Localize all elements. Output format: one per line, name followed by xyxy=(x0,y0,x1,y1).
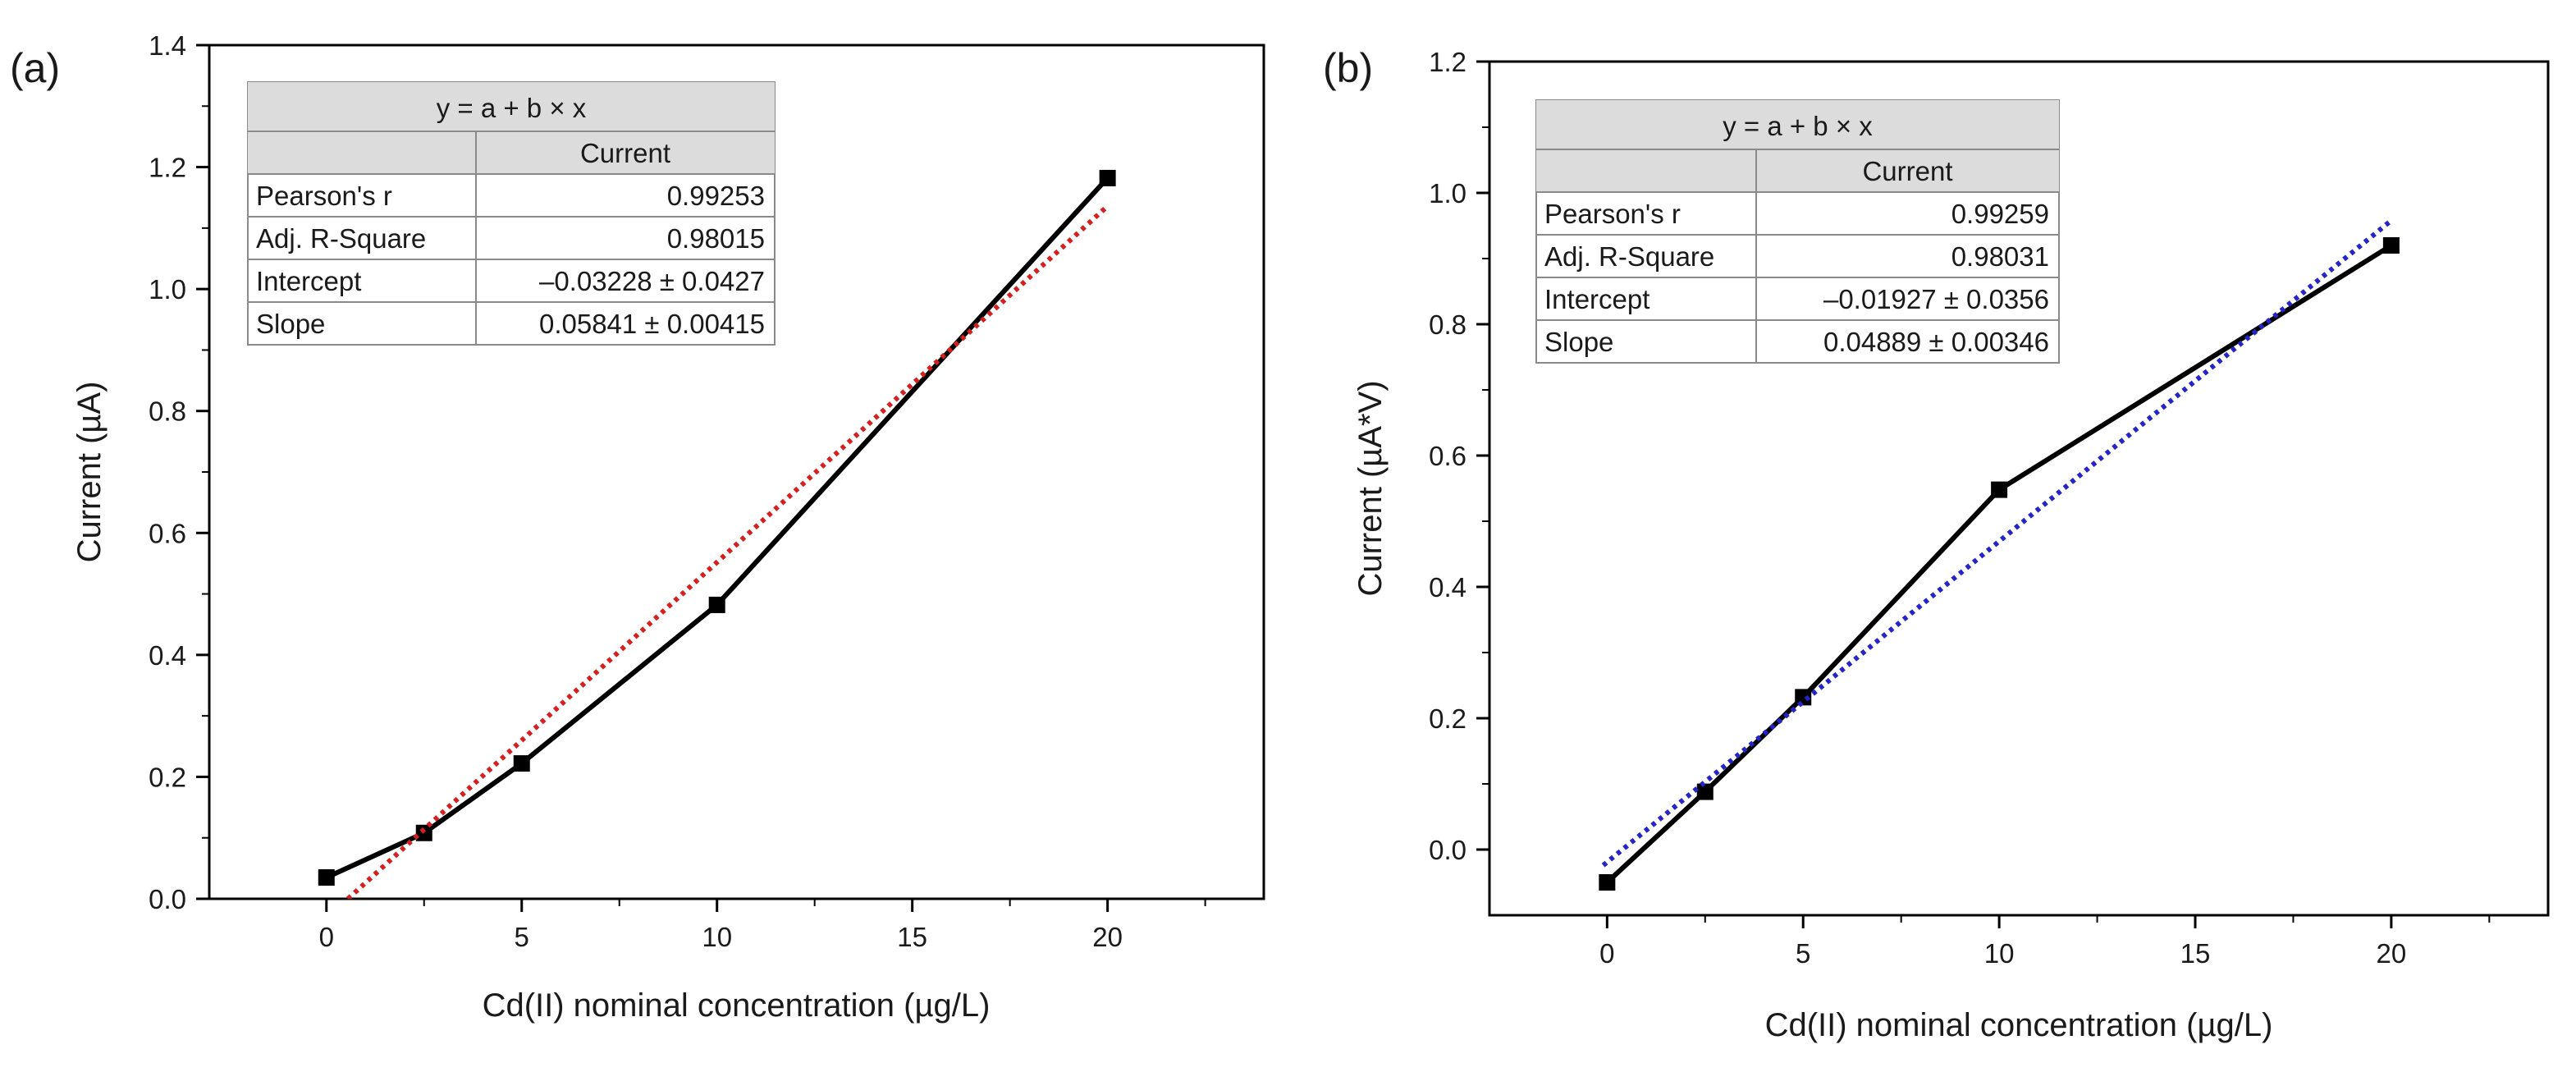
series-layer-b xyxy=(1599,218,2400,891)
x-axis-label-a: Cd(II) nominal concentration (µg/L) xyxy=(483,987,991,1024)
x-tick-label: 15 xyxy=(2180,938,2211,969)
fit-row-value: 0.99253 xyxy=(667,181,765,211)
fit-table-header-bg xyxy=(1536,100,2059,192)
fit-row-label: Adj. R-Square xyxy=(1544,241,1714,272)
fit-row-value: 0.05841 ± 0.00415 xyxy=(539,309,765,339)
x-tick-label: 5 xyxy=(515,922,529,952)
x-tick-label: 20 xyxy=(1092,922,1123,952)
fit-row-value: –0.03228 ± 0.0427 xyxy=(539,266,765,296)
fit-column-header: Current xyxy=(1862,156,1952,186)
data-point xyxy=(415,824,432,841)
y-tick-label: 0.4 xyxy=(149,640,186,671)
y-axis-label-a: Current (µA) xyxy=(71,382,108,563)
x-tick-label: 10 xyxy=(1984,938,2015,969)
x-tick-label: 20 xyxy=(2377,938,2407,969)
y-tick-label: 1.2 xyxy=(1429,47,1466,77)
plot-frame-b xyxy=(1488,60,2550,917)
data-point xyxy=(318,869,335,886)
data-point xyxy=(1991,481,2008,498)
data-point xyxy=(2382,237,2400,254)
fit-row-value: –0.01927 ± 0.0356 xyxy=(1823,284,2049,314)
y-tick-label: 0.2 xyxy=(1429,703,1466,734)
fit-row-label: Pearson's r xyxy=(1544,199,1681,229)
y-tick-label: 1.2 xyxy=(149,153,186,183)
y-tick-label: 0.0 xyxy=(1429,835,1466,865)
y-tick-label: 0.0 xyxy=(149,884,186,914)
data-point xyxy=(1696,783,1714,800)
fit-table-a: y = a + b × x Current Pearson's r 0.99253 Ad… xyxy=(247,81,776,346)
panel-label-b: (b) xyxy=(1323,45,1373,91)
x-tick-label: 5 xyxy=(1796,938,1810,969)
fit-table-header-bg xyxy=(248,82,775,174)
x-tick-label: 10 xyxy=(702,922,732,952)
x-ticks-a: 0 5 10 15 20 xyxy=(319,899,1206,952)
y-tick-label: 0.6 xyxy=(1429,441,1466,471)
fit-equation: y = a + b × x xyxy=(437,93,587,123)
series-layer-a xyxy=(318,169,1116,899)
y-tick-label: 0.8 xyxy=(149,396,186,427)
fit-row-label: Adj. R-Square xyxy=(256,223,426,254)
data-point xyxy=(1599,874,1616,891)
fit-row-label: Slope xyxy=(256,309,325,339)
y-tick-label: 0.6 xyxy=(149,518,186,548)
data-point xyxy=(1099,169,1116,186)
panel-label-a: (a) xyxy=(10,45,60,91)
y-ticks-a: 0.0 0.2 0.4 0.6 0.8 1.0 1.2 1.4 xyxy=(149,30,209,914)
fit-row-label: Intercept xyxy=(1544,284,1649,314)
data-point xyxy=(708,596,725,613)
y-tick-label: 1.0 xyxy=(149,274,186,305)
fit-row-value: 0.99259 xyxy=(1951,199,2049,229)
fit-row-value: 0.98031 xyxy=(1951,241,2049,272)
y-ticks-b: 0.0 0.2 0.4 0.6 0.8 1.0 1.2 xyxy=(1429,47,1489,865)
data-point xyxy=(513,755,530,772)
chart-panel-a: (a) 0 5 10 15 20 0.0 0.2 0.4 0.6 0.8 1.0 1.2 1.4 Cd… xyxy=(10,30,1265,1024)
fit-row-value: 0.98015 xyxy=(667,223,765,254)
fit-row-value: 0.04889 ± 0.00346 xyxy=(1823,327,2049,357)
fit-row-label: Intercept xyxy=(256,266,361,296)
y-tick-label: 1.0 xyxy=(1429,178,1466,208)
x-tick-label: 15 xyxy=(897,922,927,952)
y-axis-label-b: Current (µA*V) xyxy=(1352,380,1389,596)
fit-table-b: y = a + b × x Current Pearson's r 0.99259 Ad… xyxy=(1535,99,2060,364)
data-point xyxy=(1795,689,1812,706)
x-ticks-b: 0 5 10 15 20 xyxy=(1599,915,2491,969)
fit-row-label: Slope xyxy=(1544,327,1613,357)
fit-line xyxy=(1601,218,2393,868)
x-tick-label: 0 xyxy=(1599,938,1614,969)
x-tick-label: 0 xyxy=(319,922,334,952)
y-tick-label: 0.4 xyxy=(1429,572,1466,602)
fit-column-header: Current xyxy=(580,138,670,168)
fit-row-label: Pearson's r xyxy=(256,181,392,211)
fit-equation: y = a + b × x xyxy=(1723,111,1873,141)
y-tick-label: 0.2 xyxy=(149,762,186,792)
chart-panel-b: (b) 0 5 10 15 20 0.0 0.2 0.4 0.6 0.8 1.0 1.2 Cd(II… xyxy=(1323,45,2550,1043)
y-tick-label: 1.4 xyxy=(149,30,186,61)
y-tick-label: 0.8 xyxy=(1429,309,1466,340)
x-axis-label-b: Cd(II) nominal concentration (µg/L) xyxy=(1765,1007,2273,1043)
